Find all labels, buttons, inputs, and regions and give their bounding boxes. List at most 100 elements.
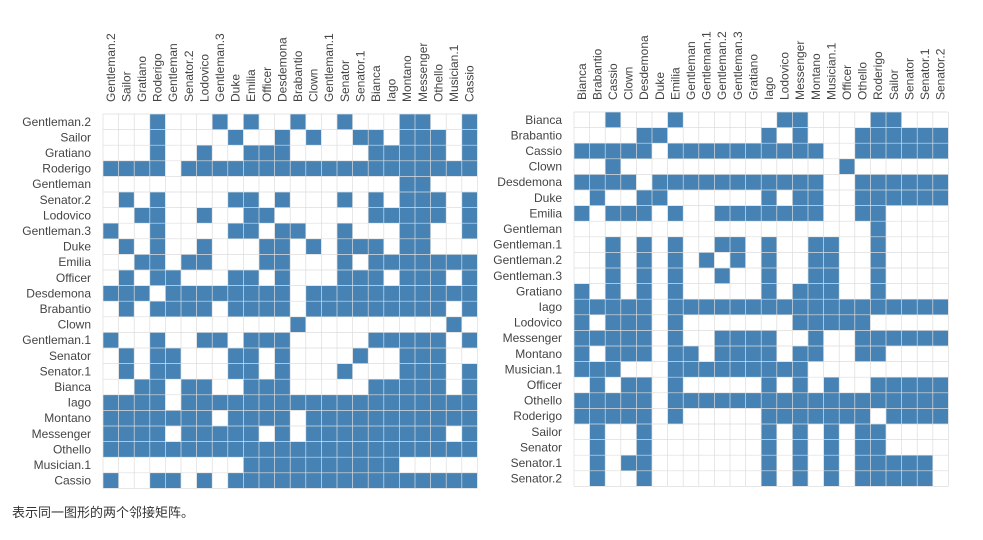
matrix-cell	[368, 238, 384, 255]
matrix-cell	[352, 270, 369, 286]
column-label: Desdemona	[275, 37, 289, 102]
matrix-cell	[383, 472, 400, 489]
matrix-cell	[776, 361, 793, 378]
matrix-cell	[730, 174, 746, 190]
matrix-cell	[243, 192, 259, 208]
matrix-cell	[636, 268, 652, 284]
matrix-cell	[589, 330, 606, 346]
matrix-cell	[399, 363, 415, 380]
matrix-cell	[870, 236, 886, 253]
matrix-cell	[683, 346, 699, 362]
matrix-cell	[446, 441, 462, 458]
matrix-cell	[259, 145, 275, 161]
matrix-cell	[321, 410, 337, 426]
matrix-cell	[181, 394, 197, 411]
matrix-cell	[149, 332, 166, 348]
matrix-cell	[415, 238, 431, 255]
matrix-cell	[103, 160, 119, 177]
matrix-cell	[808, 408, 824, 424]
matrix-cell	[870, 330, 886, 346]
matrix-cell	[808, 236, 824, 253]
matrix-cell	[745, 299, 762, 315]
matrix-cell	[259, 332, 275, 348]
matrix-cell	[917, 174, 933, 190]
row-label: Iago	[539, 300, 563, 314]
matrix-cell	[227, 363, 244, 380]
matrix-cell	[212, 441, 228, 458]
matrix-cell	[259, 472, 275, 489]
matrix-cell	[823, 252, 840, 268]
matrix-cell	[290, 441, 306, 458]
matrix-cell	[854, 205, 871, 222]
matrix-cell	[698, 252, 715, 268]
matrix-cell	[134, 410, 150, 426]
matrix-cell	[461, 192, 478, 208]
matrix-cell	[337, 426, 353, 442]
matrix-cell	[430, 394, 447, 411]
column-label: Senator.1	[353, 50, 367, 102]
matrix-cell	[305, 426, 322, 442]
matrix-cell	[886, 190, 902, 206]
matrix-cell	[461, 379, 478, 395]
matrix-cell	[589, 174, 606, 190]
matrix-cell	[430, 270, 447, 286]
matrix-cell	[415, 207, 431, 224]
matrix-cell	[620, 205, 637, 222]
matrix-cell	[461, 426, 478, 442]
matrix-cell	[352, 410, 369, 426]
matrix-cell	[461, 223, 478, 239]
matrix-cell	[352, 348, 369, 364]
matrix-cell	[620, 346, 637, 362]
matrix-cell	[730, 236, 746, 253]
matrix-cell	[854, 143, 871, 159]
matrix-cell	[149, 270, 166, 286]
matrix-cell	[274, 379, 291, 395]
matrix-cell	[870, 190, 886, 206]
matrix-cell	[792, 299, 808, 315]
matrix-cell	[305, 285, 322, 302]
matrix-cell	[605, 314, 621, 331]
matrix-cell	[368, 457, 384, 473]
row-label: Duke	[534, 191, 562, 205]
row-label: Senator	[49, 349, 91, 363]
row-label: Senator.2	[40, 193, 92, 207]
matrix-cell	[917, 299, 933, 315]
matrix-cell	[415, 410, 431, 426]
row-label: Clown	[529, 160, 562, 174]
row-label: Roderigo	[42, 162, 91, 176]
matrix-cell	[461, 441, 478, 458]
matrix-cell	[589, 190, 606, 206]
row-label: Sailor	[60, 130, 91, 144]
matrix-cell	[134, 254, 150, 270]
matrix-cell	[605, 299, 621, 315]
matrix-cell	[698, 143, 715, 159]
matrix-cell	[761, 377, 777, 393]
matrix-cell	[461, 207, 478, 224]
matrix-cell	[636, 470, 652, 487]
row-label: Senator.1	[40, 364, 92, 378]
matrix-cell	[792, 392, 808, 409]
matrix-cell	[399, 207, 415, 224]
matrix-cell	[605, 112, 621, 128]
column-label: Messenger	[793, 41, 807, 100]
matrix-cell	[383, 457, 400, 473]
matrix-cell	[714, 392, 730, 409]
row-label: Gentleman.3	[22, 224, 91, 238]
matrix-cell	[212, 394, 228, 411]
column-label: Lodovico	[197, 54, 211, 102]
matrix-cell	[620, 408, 637, 424]
matrix-cell	[337, 472, 353, 489]
matrix-cell	[792, 127, 808, 144]
matrix-cell	[274, 223, 291, 239]
matrix-cell	[430, 426, 447, 442]
matrix-cell	[870, 283, 886, 300]
matrix-cell	[745, 346, 762, 362]
column-label: Roderigo	[871, 51, 885, 100]
matrix-cell	[196, 332, 213, 348]
matrix-cell	[212, 332, 228, 348]
matrix-cell	[415, 472, 431, 489]
matrix-cell	[574, 361, 590, 378]
row-label: Officer	[56, 271, 91, 285]
matrix-cell	[730, 299, 746, 315]
matrix-cell	[290, 223, 306, 239]
